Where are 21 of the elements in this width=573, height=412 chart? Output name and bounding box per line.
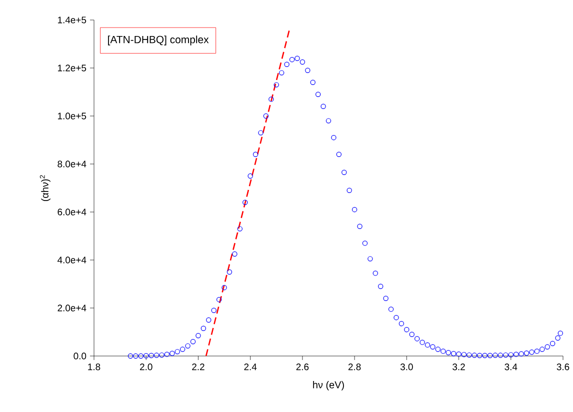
x-tick-label: 1.8 [88, 364, 100, 370]
y-tick-label: 4.0e+4 [57, 256, 86, 264]
y-axis-title: (αhν)$^{2}$ [40, 175, 50, 202]
x-tick-label: 3.0 [400, 364, 413, 370]
annotation: [ATN-DHBQ] complex [108, 36, 209, 46]
y-tick-label: 6.0e+4 [58, 208, 86, 216]
x-tick-label: 3.4 [504, 364, 518, 370]
x-tick-label: 2.6 [296, 364, 309, 370]
x-tick-label: 3.2 [452, 364, 465, 370]
x-tick-label: 2.4 [244, 364, 257, 370]
y-tick-label: 1.2e+5 [58, 64, 86, 72]
y-tick-label: 1.0e+5 [58, 112, 86, 120]
y-tick-label: 0.0 [74, 352, 86, 360]
x-tick-label: 3.6 [556, 364, 570, 370]
x-axis-title: hν (eV) [313, 381, 344, 390]
y-tick-label: 1.4e+5 [58, 16, 86, 24]
y-tick-label: 2.0e+4 [58, 304, 86, 312]
x-tick-label: 2.0 [140, 364, 152, 370]
x-tick-label: 2.2 [192, 364, 204, 370]
y-tick-label: 8.0e+4 [58, 160, 86, 168]
x-tick-label: 2.8 [348, 364, 361, 370]
